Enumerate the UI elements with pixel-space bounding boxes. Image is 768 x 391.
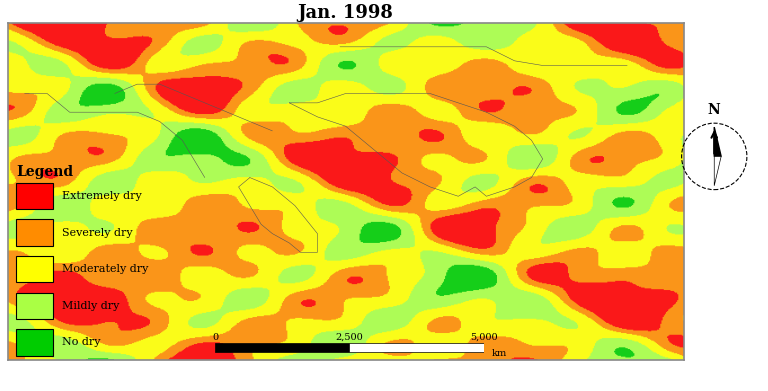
Text: 0: 0 — [212, 333, 218, 342]
FancyBboxPatch shape — [16, 256, 53, 282]
FancyBboxPatch shape — [16, 292, 53, 319]
Text: km: km — [492, 349, 507, 358]
FancyBboxPatch shape — [16, 329, 53, 356]
Text: N: N — [708, 103, 720, 117]
Bar — [349, 343, 484, 352]
Text: Legend: Legend — [16, 165, 73, 179]
Polygon shape — [714, 156, 721, 186]
FancyBboxPatch shape — [16, 219, 53, 246]
Polygon shape — [714, 127, 721, 156]
Text: 2,500: 2,500 — [336, 333, 363, 342]
Text: Extremely dry: Extremely dry — [61, 191, 141, 201]
Title: Jan. 1998: Jan. 1998 — [298, 4, 393, 22]
Text: Moderately dry: Moderately dry — [61, 264, 148, 274]
FancyBboxPatch shape — [16, 183, 53, 209]
Text: Mildly dry: Mildly dry — [61, 301, 119, 311]
Text: 5,000: 5,000 — [470, 333, 498, 342]
Text: Severely dry: Severely dry — [61, 228, 132, 238]
Text: No dry: No dry — [61, 337, 101, 348]
Bar — [215, 343, 349, 352]
